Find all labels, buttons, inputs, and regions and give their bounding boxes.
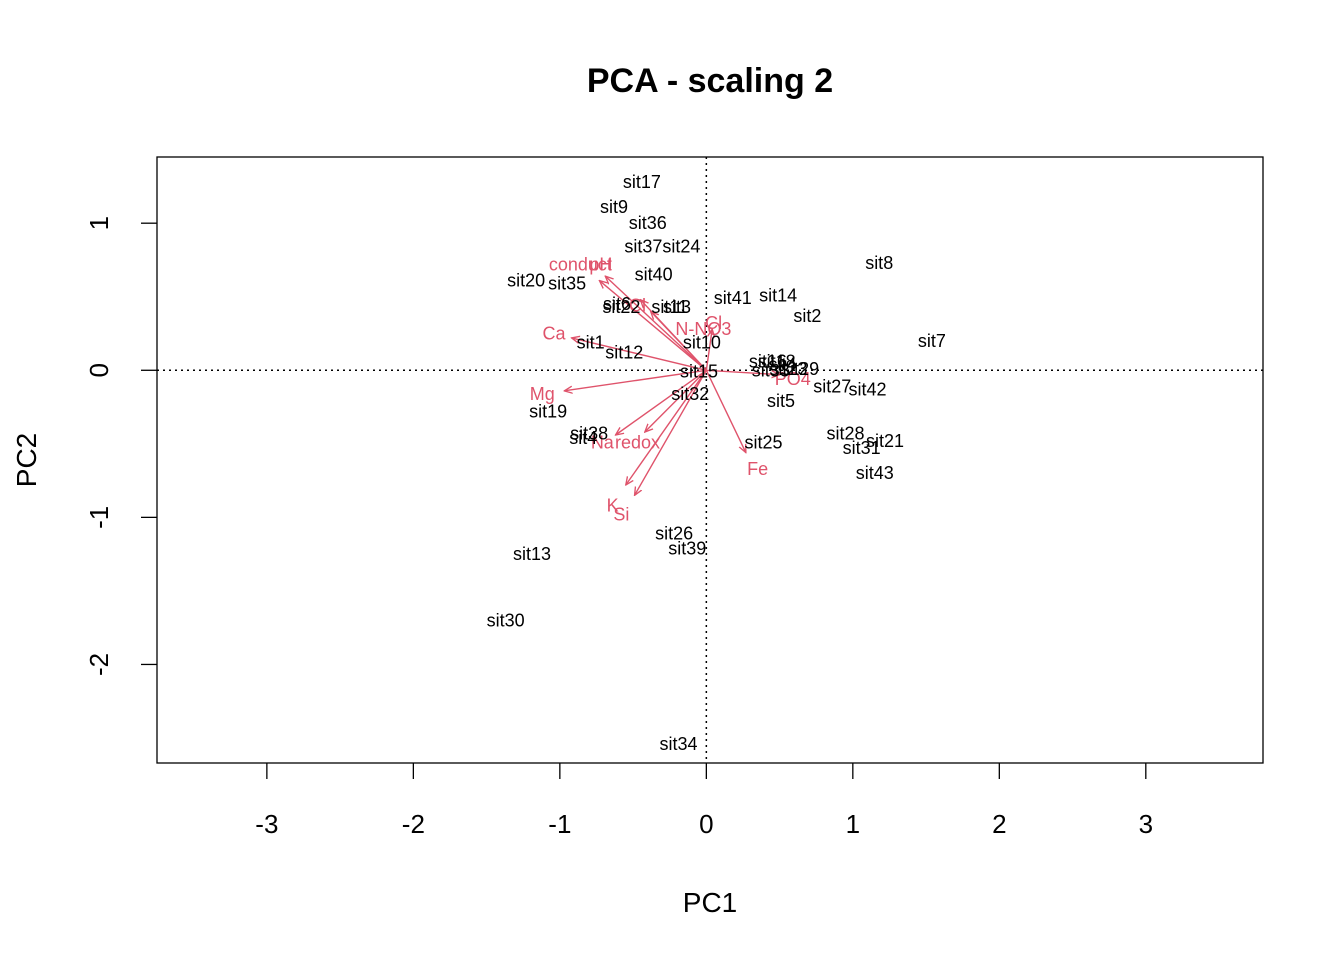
y-tick-label: -1 bbox=[84, 506, 114, 529]
plot-frame bbox=[156, 156, 1264, 764]
site-label: sit5 bbox=[767, 391, 795, 411]
variable-label: Mg bbox=[530, 384, 555, 404]
variable-label: conduct bbox=[549, 254, 612, 274]
site-label: sit18 bbox=[758, 351, 796, 371]
variable-label: N-NO3 bbox=[675, 319, 731, 339]
variable-label: Cl bbox=[705, 313, 722, 333]
variable-label: pH bbox=[589, 254, 612, 274]
x-axis: -3 -2 -1 0 1 2 3 bbox=[255, 763, 1153, 839]
variable-label: redox bbox=[615, 432, 660, 452]
x-tick-label: -3 bbox=[255, 809, 278, 839]
x-tick-label: -1 bbox=[548, 809, 571, 839]
variable-arrows bbox=[564, 276, 779, 495]
site-label: sit36 bbox=[629, 213, 667, 233]
site-label: sit41 bbox=[714, 288, 752, 308]
site-label: sit31 bbox=[843, 438, 881, 458]
site-label: sit42 bbox=[848, 379, 886, 399]
site-label: sit22 bbox=[602, 297, 640, 317]
site-label: sit12 bbox=[605, 343, 643, 363]
site-label: sit16 bbox=[749, 351, 787, 371]
variable-label: PO4 bbox=[775, 369, 811, 389]
site-label: sit20 bbox=[507, 271, 545, 291]
variable-arrow bbox=[635, 369, 707, 495]
zero-lines bbox=[157, 157, 1263, 763]
site-label: sit1 bbox=[577, 332, 605, 352]
variable-arrow bbox=[705, 329, 712, 371]
site-label: sit13 bbox=[513, 544, 551, 564]
site-label: sit6 bbox=[603, 294, 631, 314]
variable-label: Na bbox=[591, 432, 615, 452]
y-tick-label: 1 bbox=[84, 216, 114, 230]
variable-arrow bbox=[616, 369, 707, 435]
site-label: sit8 bbox=[865, 253, 893, 273]
y-axis: -2 -1 0 1 bbox=[84, 216, 157, 676]
site-label: sit2 bbox=[793, 306, 821, 326]
site-label: sit24 bbox=[662, 237, 700, 257]
site-label: sit4 bbox=[769, 354, 797, 374]
site-label: sit21 bbox=[866, 431, 904, 451]
site-label: sit34 bbox=[659, 734, 697, 754]
y-tick-label: 0 bbox=[84, 363, 114, 377]
site-label: sit28 bbox=[826, 424, 864, 444]
x-tick-label: 1 bbox=[846, 809, 860, 839]
variable-arrow bbox=[705, 369, 746, 452]
site-label: sit33 bbox=[752, 360, 790, 380]
site-label: sit27 bbox=[813, 376, 851, 396]
site-label: sit25 bbox=[744, 432, 782, 452]
variable-label: Si bbox=[613, 504, 629, 524]
site-label: sit17 bbox=[623, 172, 661, 192]
x-tick-label: 0 bbox=[699, 809, 713, 839]
variable-arrow bbox=[706, 369, 779, 374]
variable-arrow bbox=[626, 369, 707, 485]
site-label: sit19 bbox=[529, 401, 567, 421]
x-tick-label: -2 bbox=[402, 809, 425, 839]
site-label: sit7 bbox=[918, 331, 946, 351]
x-tick-label: 3 bbox=[1139, 809, 1153, 839]
site-label: sit30 bbox=[487, 610, 525, 630]
x-axis-label: PC1 bbox=[683, 887, 737, 918]
site-label: sit35 bbox=[548, 273, 586, 293]
variable-label: K bbox=[607, 496, 619, 516]
chart-title: PCA - scaling 2 bbox=[587, 62, 833, 100]
site-label: sit40 bbox=[635, 265, 673, 285]
x-tick-label: 2 bbox=[992, 809, 1006, 839]
site-label: sit11 bbox=[651, 297, 688, 317]
variable-label: Cl bbox=[629, 296, 646, 316]
y-axis-label: PC2 bbox=[11, 433, 42, 487]
site-label: sit4 bbox=[569, 428, 597, 448]
site-label: sit10 bbox=[683, 332, 721, 352]
variable-arrow bbox=[599, 281, 707, 371]
site-label: sit3 bbox=[663, 297, 691, 317]
site-label: sit43 bbox=[856, 463, 894, 483]
variable-label: Ca bbox=[542, 324, 566, 344]
variable-arrow bbox=[564, 369, 707, 391]
site-label: sit23 bbox=[769, 359, 807, 379]
variable-arrow bbox=[645, 369, 707, 432]
site-label: sit26 bbox=[655, 524, 693, 544]
site-label: sit9 bbox=[600, 197, 628, 217]
variable-label: Fe bbox=[747, 459, 768, 479]
site-label: sit38 bbox=[570, 424, 608, 444]
site-label: sit29 bbox=[781, 359, 819, 379]
site-label: sit37 bbox=[624, 237, 662, 257]
site-label: sit32 bbox=[671, 384, 709, 404]
site-label: sit15 bbox=[680, 362, 718, 382]
variable-arrow bbox=[572, 338, 707, 371]
y-tick-label: -2 bbox=[84, 653, 114, 676]
site-label: sit39 bbox=[668, 538, 706, 558]
site-label: sit14 bbox=[759, 285, 797, 305]
variable-arrow bbox=[651, 311, 707, 371]
variable-arrow bbox=[605, 276, 707, 371]
